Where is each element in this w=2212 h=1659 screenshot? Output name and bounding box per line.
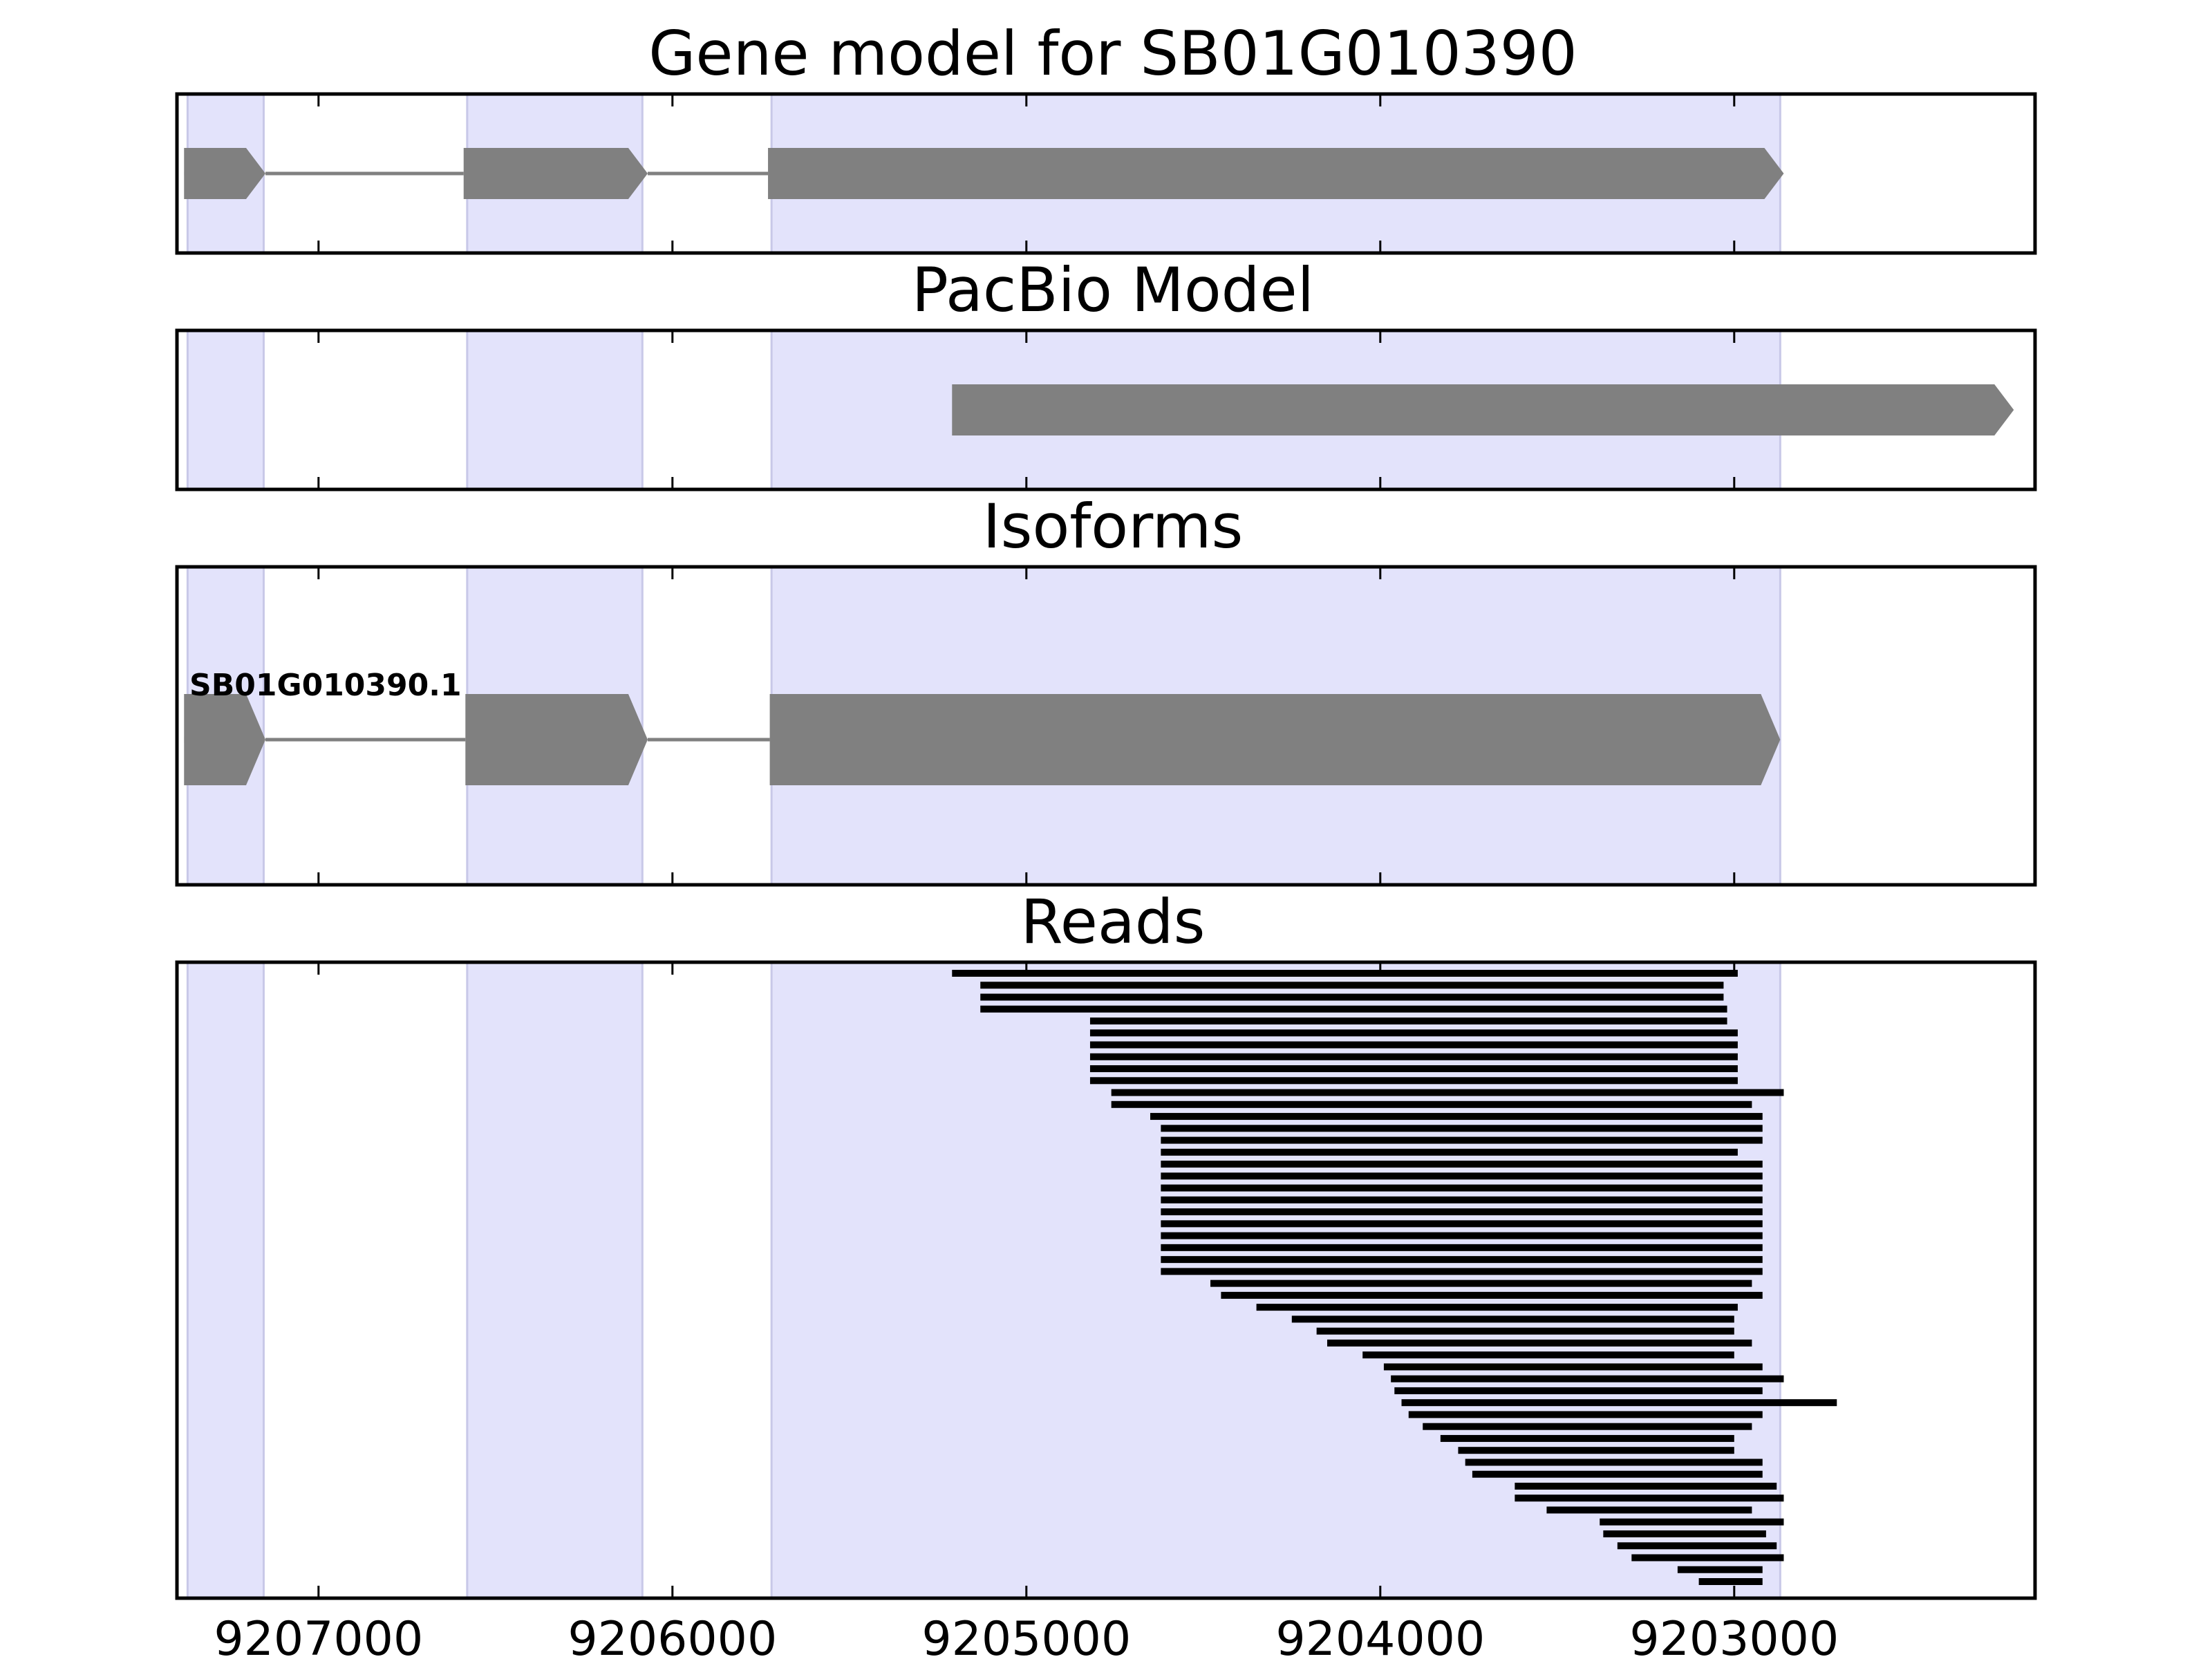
read-bar (1401, 1399, 1837, 1407)
read-bar (1161, 1161, 1763, 1168)
read-bar (1161, 1208, 1763, 1216)
panel-title-isoforms: Isoforms (983, 491, 1244, 562)
read-bar (1383, 1363, 1763, 1371)
panel-title-reads: Reads (1021, 886, 1206, 957)
read-bar (1472, 1470, 1763, 1478)
read-bar (1161, 1172, 1763, 1180)
read-bar (1111, 1100, 1752, 1108)
panel-title-gene-model: Gene model for SB01G010390 (648, 18, 1577, 89)
read-bar (1408, 1411, 1763, 1418)
read-bar (1394, 1387, 1763, 1394)
read-bar (1515, 1482, 1777, 1490)
exon-feature (768, 148, 1784, 199)
read-bar (1161, 1148, 1738, 1156)
exon-feature (184, 694, 265, 785)
read-bar (1161, 1256, 1763, 1264)
read-bar (980, 1005, 1727, 1013)
panel-frame (175, 92, 2037, 255)
read-bar (1161, 1184, 1763, 1192)
read-bar (1362, 1351, 1734, 1359)
read-bar (1111, 1089, 1784, 1096)
read-bar (1161, 1125, 1763, 1132)
x-tick-label: 9203000 (1629, 1612, 1839, 1659)
read-bar (1089, 1053, 1738, 1060)
read-bar (1089, 1029, 1738, 1037)
read-bar (1458, 1447, 1734, 1454)
read-bar (1617, 1542, 1777, 1550)
read-bar (1391, 1375, 1784, 1382)
isoform-label: SB01G010390.1 (189, 668, 462, 703)
exon-shading-band (186, 961, 265, 1600)
x-tick-label: 9205000 (921, 1612, 1131, 1659)
exon-feature (952, 384, 2014, 435)
read-bar (1161, 1220, 1763, 1228)
read-bar (1603, 1530, 1766, 1537)
read-bar (1089, 1065, 1738, 1073)
read-bar (1210, 1280, 1752, 1287)
read-bar (1150, 1113, 1763, 1121)
panel-frame (175, 565, 2037, 887)
read-bar (1327, 1339, 1752, 1347)
read-bar (1256, 1304, 1738, 1311)
read-bar (980, 993, 1724, 1001)
read-bar (1161, 1232, 1763, 1239)
exon-shading-band (466, 961, 644, 1600)
read-bar (1423, 1423, 1752, 1430)
read-bar (1089, 1077, 1738, 1085)
exon-shading-band (186, 329, 265, 491)
panel-frame (175, 328, 2037, 491)
read-bar (1089, 1018, 1727, 1025)
exon-shading-band (466, 329, 644, 491)
read-bar (1161, 1136, 1763, 1144)
read-bar (1291, 1315, 1734, 1323)
read-bar (1089, 1041, 1738, 1049)
read-bar (1221, 1291, 1763, 1299)
x-tick-label: 9206000 (568, 1612, 777, 1659)
read-bar (980, 982, 1724, 989)
x-tick-label: 9207000 (214, 1612, 423, 1659)
x-tick-label: 9204000 (1275, 1612, 1485, 1659)
read-bar (1440, 1434, 1734, 1442)
read-bar (1600, 1518, 1784, 1526)
exon-feature (463, 148, 648, 199)
read-bar (1161, 1196, 1763, 1203)
exon-feature (184, 148, 265, 199)
read-bar (1546, 1506, 1752, 1514)
read-bar (1465, 1459, 1763, 1466)
read-bar (1161, 1244, 1763, 1251)
read-bar (952, 970, 1738, 977)
exon-feature (769, 694, 1781, 785)
panel-title-pacbio-model: PacBio Model (912, 254, 1314, 326)
read-bar (1631, 1554, 1784, 1562)
read-bar (1698, 1578, 1763, 1585)
read-bar (1316, 1327, 1734, 1335)
read-bar (1161, 1268, 1763, 1275)
read-bar (1515, 1494, 1784, 1502)
exon-feature (465, 694, 648, 785)
panel-frame (175, 960, 2037, 1600)
read-bar (1677, 1566, 1763, 1573)
